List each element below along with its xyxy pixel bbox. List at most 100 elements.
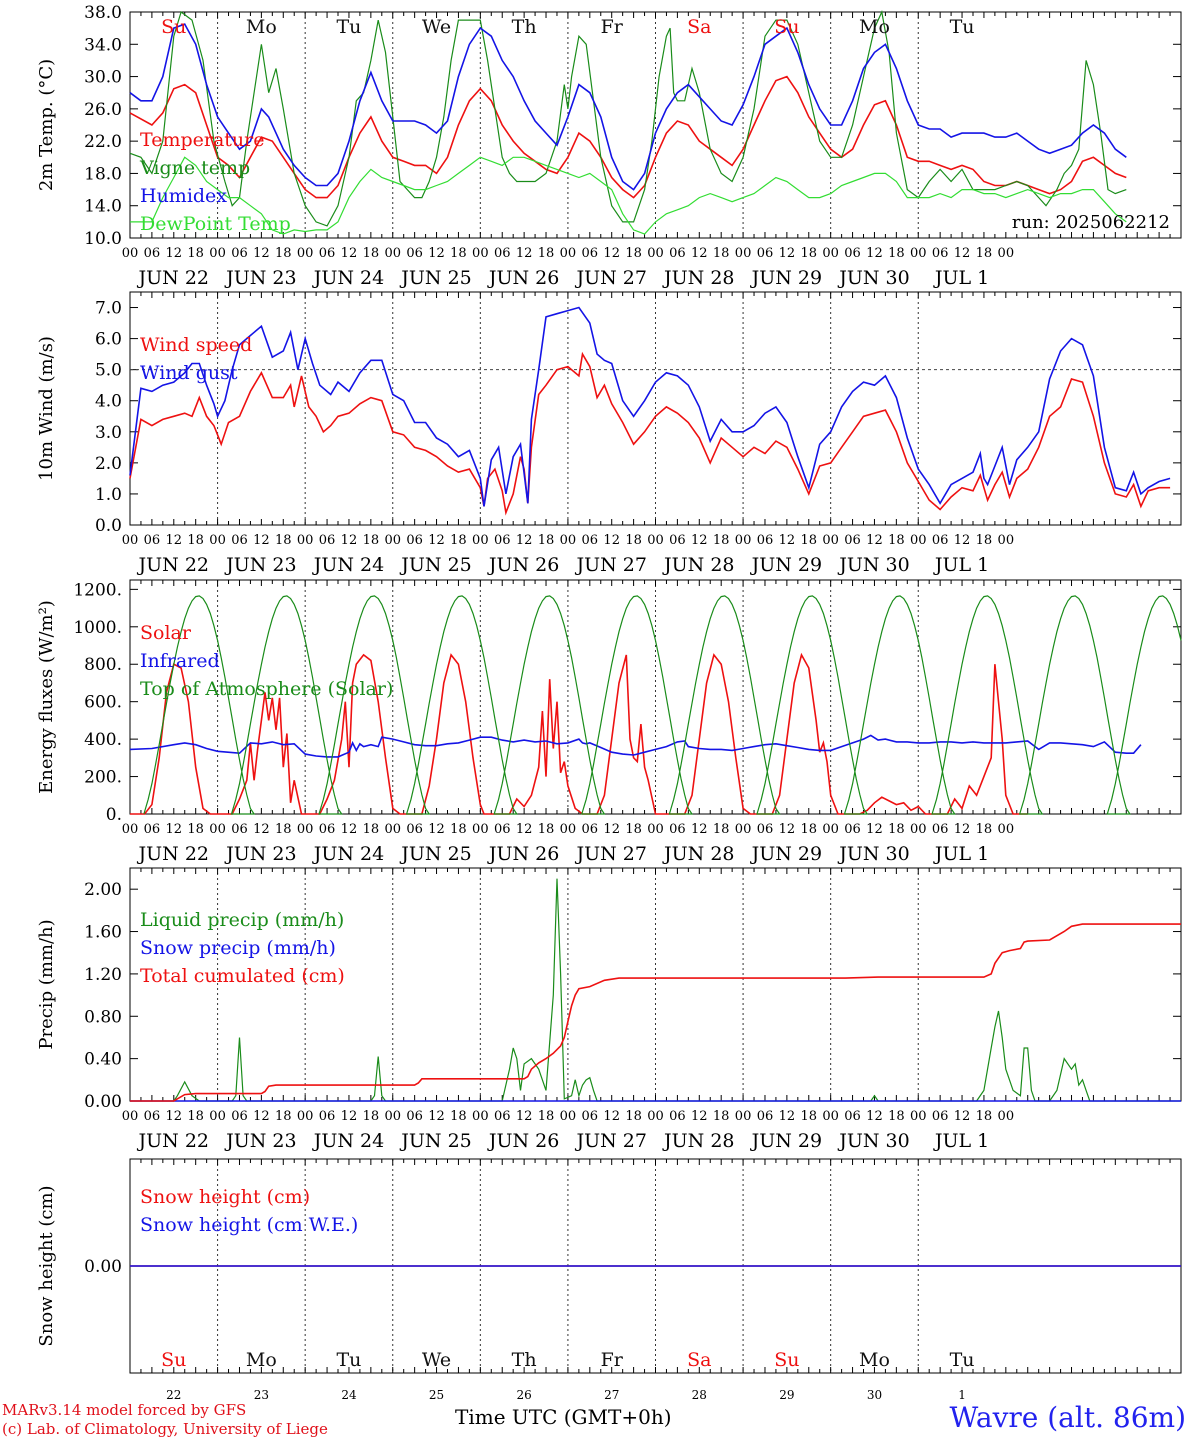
hour-tick-label: 06 (757, 1109, 774, 1124)
hour-tick-label: 00 (822, 1109, 839, 1124)
hour-tick-label: 12 (691, 533, 708, 548)
weekday-label-bottom: Fr (601, 1349, 624, 1371)
series-line (129, 23, 1127, 191)
hour-tick-label: 18 (275, 822, 292, 837)
day-number-label: 1 (958, 1388, 966, 1402)
panel-1: 10.0 14.0 18.0 22.0 26.0 30.0 34.0 38.0 2m Temp.… (36, 3, 1182, 289)
hour-tick-label: 00 (297, 246, 314, 261)
panel-5: 0.00 Snow height (cm) Snow height (cm) Snow… (36, 1158, 1182, 1374)
y-axis-label: 10m Wind (m/s) (36, 336, 57, 481)
y-tick-label: 0.80 (84, 1007, 122, 1027)
date-label: JUN 26 (487, 267, 559, 289)
series-line (129, 9, 1127, 227)
hour-tick-label: 12 (779, 246, 796, 261)
legend-entry: Snow height (cm) (140, 1186, 310, 1208)
hour-tick-label: 06 (494, 1109, 511, 1124)
hour-tick-label: 00 (647, 822, 664, 837)
hour-tick-label: 06 (494, 246, 511, 261)
hour-tick-label: 18 (363, 246, 380, 261)
day-number-label: 23 (254, 1388, 269, 1402)
hour-tick-label: 00 (647, 1109, 664, 1124)
y-axis-label: Snow height (cm) (36, 1185, 57, 1346)
hour-tick-label: 00 (472, 246, 489, 261)
hour-tick-label: 00 (822, 822, 839, 837)
day-number-label: 29 (779, 1388, 794, 1402)
series-line (130, 923, 1181, 1102)
hour-tick-label: 18 (800, 533, 817, 548)
hour-tick-label: 18 (538, 246, 555, 261)
y-tick-label: 2.00 (84, 880, 122, 900)
date-label: JUN 23 (224, 1130, 296, 1152)
hour-tick-label: 06 (231, 1109, 248, 1124)
hour-tick-label: 18 (625, 822, 642, 837)
hour-tick-label: 00 (472, 1109, 489, 1124)
series-line (129, 734, 1142, 758)
hour-tick-label: 06 (582, 533, 599, 548)
hour-tick-label: 00 (209, 246, 226, 261)
hour-tick-label: 00 (122, 533, 139, 548)
hour-tick-label: 06 (582, 822, 599, 837)
weekday-label-bottom: Su (161, 1349, 186, 1371)
weekday-label-bottom: Su (774, 1349, 799, 1371)
day-number-label: 26 (516, 1388, 531, 1402)
hour-tick-label: 18 (976, 533, 993, 548)
date-label: JUN 29 (750, 843, 822, 865)
hour-tick-label: 06 (144, 1109, 161, 1124)
hour-tick-label: 06 (494, 533, 511, 548)
hour-tick-label: 12 (691, 1109, 708, 1124)
y-tick-label: 0.00 (84, 1092, 122, 1112)
y-tick-label: 600. (84, 693, 122, 713)
hour-tick-label: 06 (669, 1109, 686, 1124)
y-tick-label: 3.0 (95, 423, 122, 443)
series-line (129, 75, 1127, 199)
hour-tick-label: 00 (384, 533, 401, 548)
weekday-label-bottom: Th (512, 1349, 537, 1371)
y-tick-label: 0.0 (95, 516, 122, 536)
y-tick-label: 0. (106, 805, 122, 825)
hour-tick-label: 06 (319, 1109, 336, 1124)
hour-tick-label: 06 (406, 822, 423, 837)
hour-tick-label: 18 (363, 533, 380, 548)
hour-tick-label: 18 (363, 1109, 380, 1124)
series-line (130, 156, 1127, 235)
legend-entry: Snow precip (mm/h) (140, 937, 336, 959)
hour-tick-label: 00 (998, 246, 1015, 261)
date-label: JUN 25 (399, 843, 471, 865)
hour-tick-label: 12 (954, 822, 971, 837)
legend-entry: Liquid precip (mm/h) (140, 909, 344, 931)
legend-entry: Total cumulated (cm) (140, 965, 345, 987)
y-tick-label: 1.60 (84, 923, 122, 943)
hour-tick-label: 12 (341, 822, 358, 837)
hour-tick-label: 12 (341, 1109, 358, 1124)
hour-tick-label: 06 (932, 1109, 949, 1124)
hour-tick-label: 18 (363, 822, 380, 837)
date-label: JUN 28 (662, 1130, 734, 1152)
date-label: JUN 22 (137, 1130, 209, 1152)
hour-tick-label: 18 (450, 1109, 467, 1124)
hour-tick-label: 00 (910, 822, 927, 837)
weekday-label-bottom: Tu (950, 1349, 975, 1371)
y-tick-label: 0.00 (84, 1257, 122, 1277)
hour-tick-label: 18 (713, 822, 730, 837)
y-axis-label: Energy fluxes (W/m²) (36, 600, 57, 794)
weekday-label-top: Tu (336, 16, 361, 38)
date-label: JUN 25 (399, 267, 471, 289)
legend-entry: Infrared (140, 650, 220, 672)
hour-tick-label: 18 (625, 1109, 642, 1124)
y-tick-label: 38.0 (84, 3, 122, 23)
hour-tick-label: 18 (275, 246, 292, 261)
hour-tick-label: 06 (669, 533, 686, 548)
legend-entry: Temperature (140, 129, 264, 151)
hour-tick-label: 00 (297, 822, 314, 837)
legend-entry: Wind speed (140, 334, 252, 356)
legend-entry: DewPoint Temp (140, 213, 291, 235)
hour-tick-label: 18 (976, 246, 993, 261)
y-tick-label: 1000. (73, 618, 122, 638)
hour-tick-label: 00 (998, 822, 1015, 837)
hour-tick-label: 12 (428, 822, 445, 837)
hour-tick-label: 12 (603, 246, 620, 261)
hour-tick-label: 06 (582, 1109, 599, 1124)
weekday-label-top: Mo (859, 16, 890, 38)
hour-tick-label: 00 (822, 533, 839, 548)
hour-tick-label: 18 (625, 246, 642, 261)
